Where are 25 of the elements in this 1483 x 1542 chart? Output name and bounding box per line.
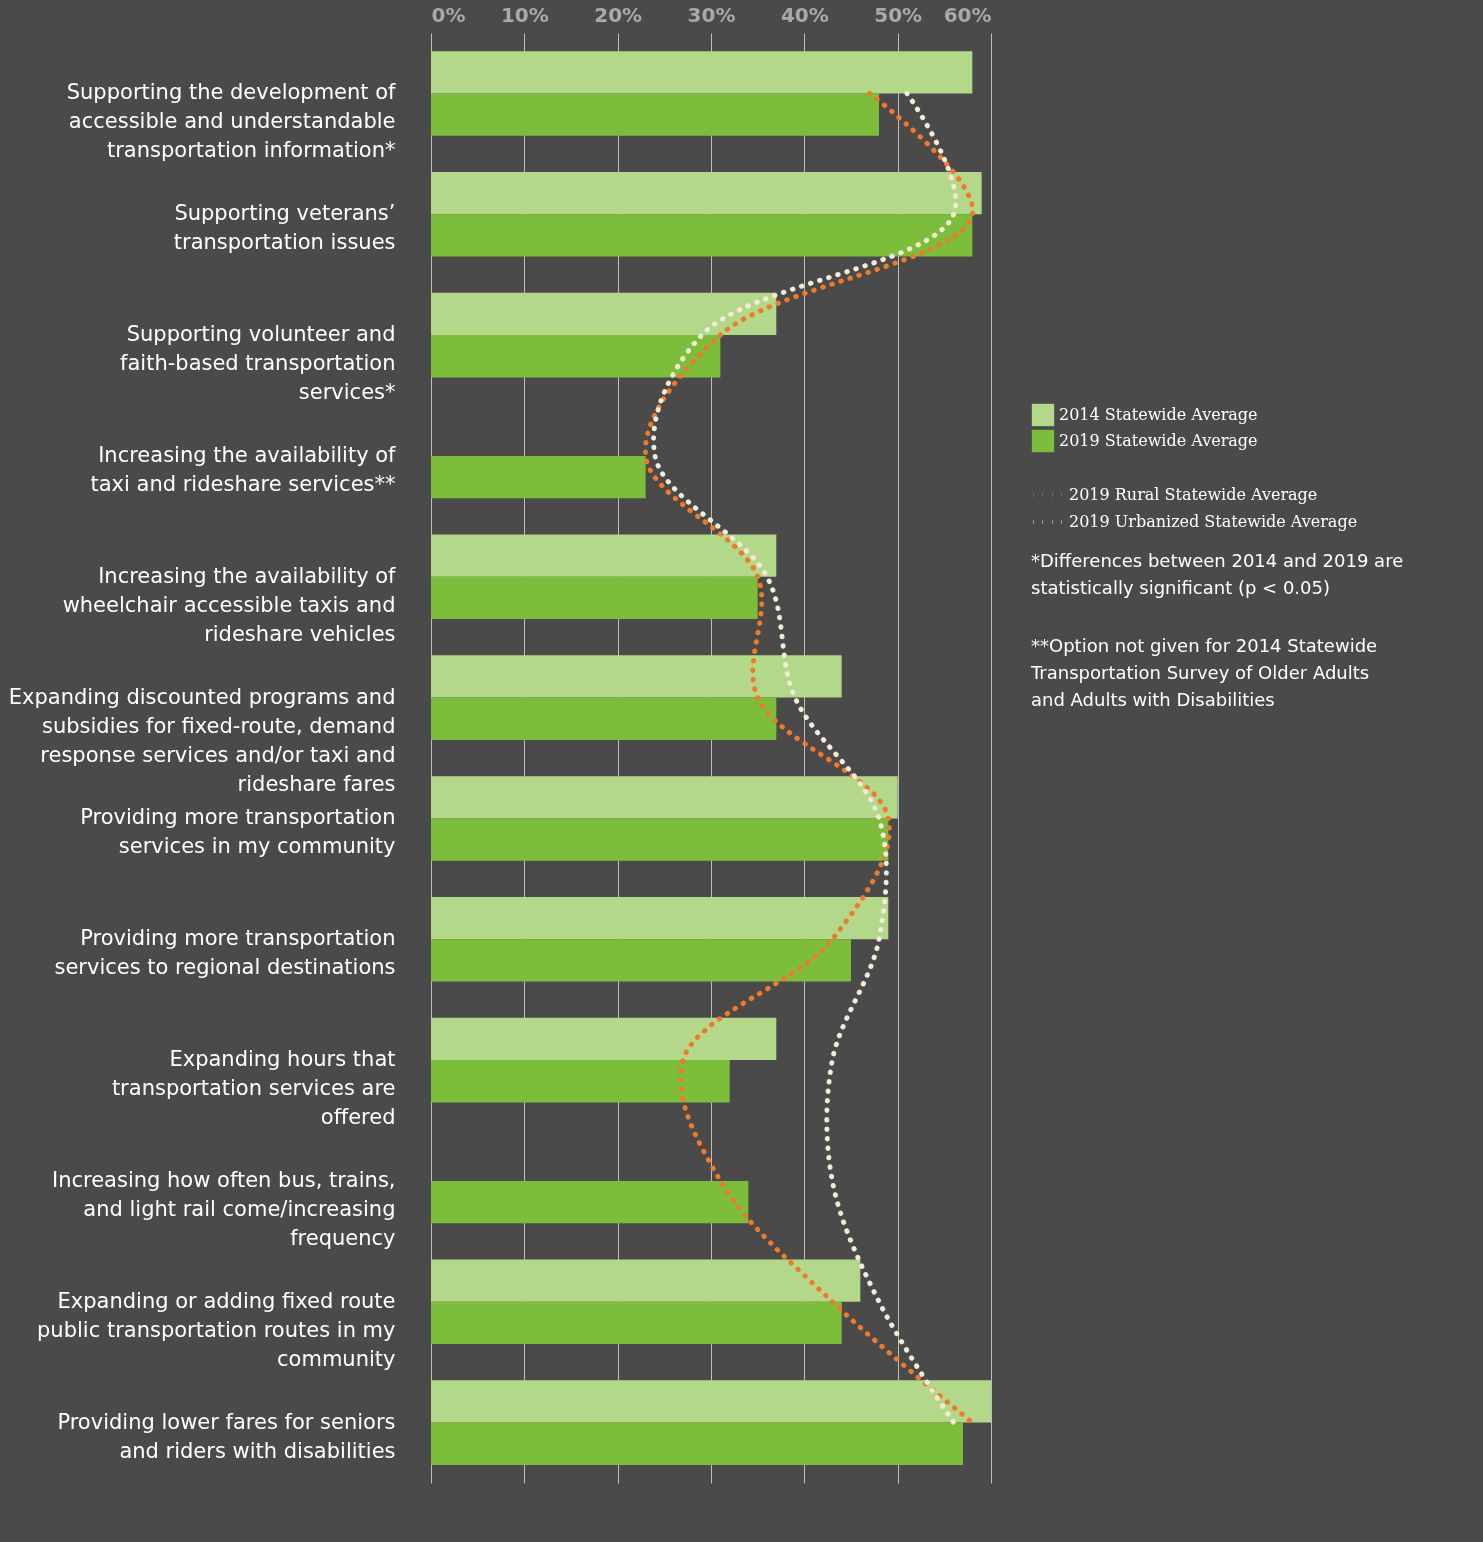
- y-tick-label: Supporting the development of accessible and understandable transportation information*: [66, 80, 397, 163]
- y-tick-label: Increasing the availability of taxi and rideshare services**: [90, 442, 397, 496]
- y-tick-label: Providing more transportation services to regional destinations: [54, 926, 396, 980]
- x-tick-label: 20%: [594, 2, 643, 27]
- y-tick-label: Increasing how often bus, trains, and light rail come/increasing frequency: [51, 1167, 396, 1250]
- x-tick-label: 60%: [943, 2, 992, 27]
- y-tick-label: Expanding discounted programs and subsidies for fixed-route, demand response services and/or taxi and rideshare fares: [8, 684, 396, 796]
- legend-label: 2019 Urbanized Statewide Average: [1069, 512, 1358, 531]
- y-tick-label: Supporting veterans’ transportation issues: [173, 201, 396, 255]
- x-tick-label: 10%: [500, 2, 549, 27]
- y-tick-label: Increasing the availability of wheelchair accessible taxis and rideshare vehicles: [62, 563, 397, 646]
- x-tick-label: 50%: [874, 2, 923, 27]
- legend-label: 2019 Statewide Average: [1059, 431, 1258, 450]
- x-tick-label: 30%: [687, 2, 736, 27]
- x-tick-label: 0%: [431, 2, 466, 27]
- y-tick-label: Providing more transportation services in my community: [80, 805, 396, 859]
- y-tick-label: Expanding or adding fixed route public transportation routes in my community: [37, 1288, 396, 1371]
- y-tick-label: Supporting volunteer and faith-based transportation services*: [120, 322, 396, 405]
- text: **Option not given for 2014 Statewide Transportation Survey of Older Adults and Adults with Disabilities: [1030, 635, 1378, 710]
- legend-label: 2019 Rural Statewide Average: [1069, 485, 1318, 504]
- text: *Differences between 2014 and 2019 are statistically significant (p < 0.05): [1031, 550, 1404, 598]
- x-tick-label: 40%: [780, 2, 829, 27]
- legend-label: 2014 Statewide Average: [1059, 405, 1258, 424]
- y-tick-label: Expanding hours that transportation services are offered: [111, 1047, 396, 1130]
- y-tick-label: Providing lower fares for seniors and riders with disabilities: [57, 1409, 396, 1463]
